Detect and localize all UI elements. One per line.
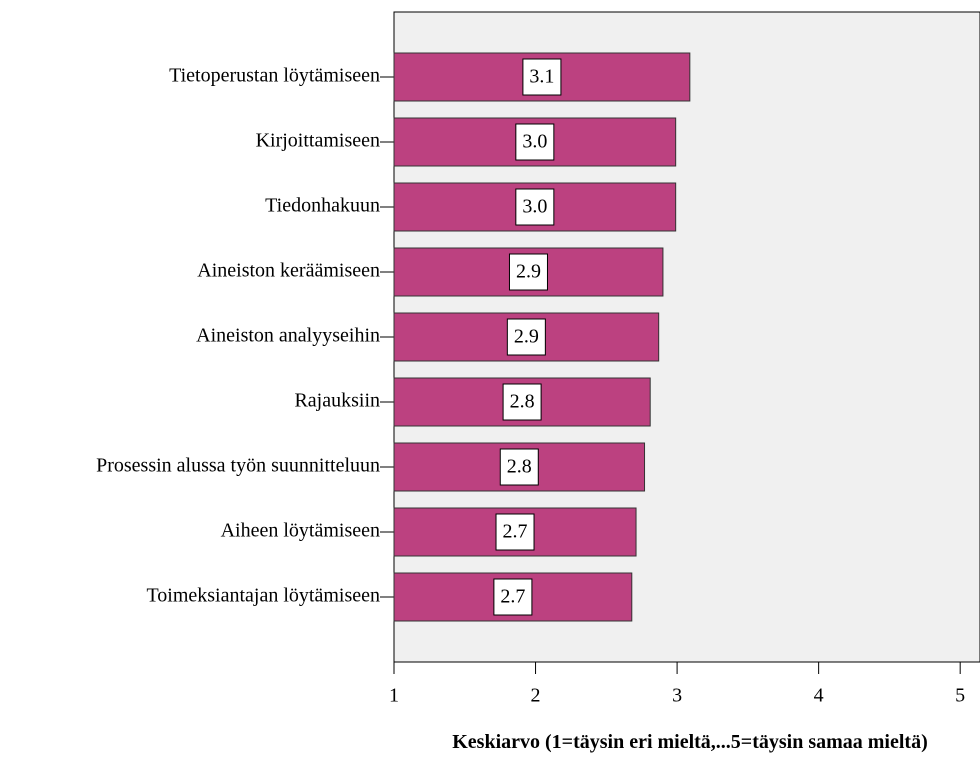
value-label: 2.9 [516, 261, 541, 283]
value-label-box [522, 58, 562, 96]
y-tick-label: Tietoperustan löytämiseen [169, 65, 380, 87]
value-label: 3.0 [522, 196, 547, 218]
value-label-box [515, 123, 555, 161]
value-label-box [499, 448, 539, 486]
value-label: 3.1 [529, 66, 554, 88]
y-tick-label: Aiheen löytämiseen [221, 520, 380, 542]
y-tick-label: Toimeksiantajan löytämiseen [146, 585, 380, 607]
value-label-box [508, 253, 548, 291]
y-tick-label: Kirjoittamiseen [256, 130, 380, 152]
value-label: 2.7 [503, 521, 528, 543]
value-label-box [502, 383, 542, 421]
y-tick-label: Aineiston keräämiseen [197, 260, 380, 282]
x-tick-label: 3 [672, 685, 682, 707]
y-tick-label: Rajauksiin [294, 390, 380, 412]
value-label: 2.8 [507, 456, 532, 478]
value-label: 2.8 [510, 391, 535, 413]
value-label-box [495, 513, 535, 551]
value-label: 2.7 [500, 586, 525, 608]
y-tick-label: Prosessin alussa työn suunnitteluun [96, 455, 380, 477]
x-tick-label: 2 [531, 685, 541, 707]
value-label-box [493, 578, 533, 616]
y-tick-label: Tiedonhakuun [265, 195, 380, 217]
y-tick-label: Aineiston analyyseihin [196, 325, 380, 347]
x-tick-label: 1 [389, 685, 399, 707]
value-label: 2.9 [514, 326, 539, 348]
value-label-box [506, 318, 546, 356]
value-label-box [515, 188, 555, 226]
x-tick-label: 5 [955, 685, 965, 707]
value-label: 3.0 [522, 131, 547, 153]
x-axis-title: Keskiarvo (1=täysin eri mieltä,...5=täys… [452, 731, 928, 753]
x-tick-label: 4 [814, 685, 824, 707]
